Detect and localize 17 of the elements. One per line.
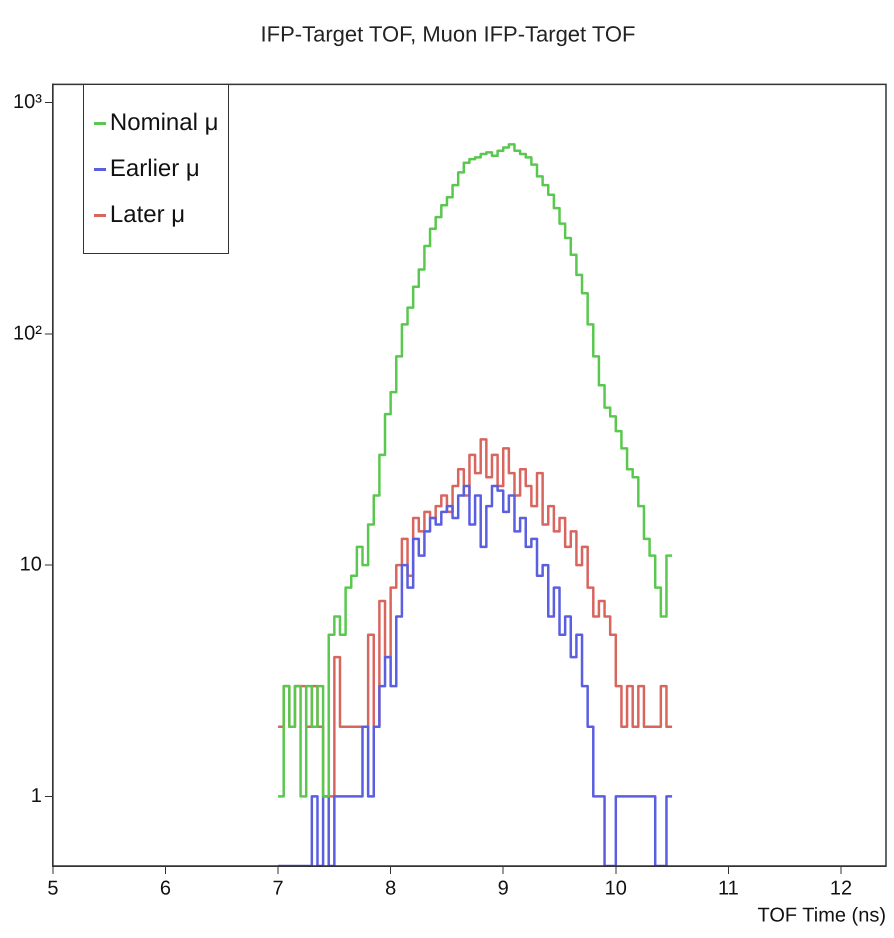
y-tick-label: 10³ xyxy=(13,91,42,114)
x-tick-label: 7 xyxy=(272,878,284,900)
x-tick-label: 12 xyxy=(830,878,852,900)
x-tick-label: 9 xyxy=(498,878,509,900)
x-axis-title: TOF Time (ns) xyxy=(757,904,886,927)
y-tick-label: 10 xyxy=(20,554,42,576)
legend-label: Nominal μ xyxy=(110,109,218,138)
y-tick-label: 1 xyxy=(30,784,42,807)
legend-label: Later μ xyxy=(110,201,186,230)
y-tick-label: 10² xyxy=(13,322,42,344)
x-tick-label: 5 xyxy=(47,878,58,900)
legend-label: Earlier μ xyxy=(110,155,200,184)
x-tick-label: 11 xyxy=(718,878,739,900)
chart-title: IFP-Target TOF, Muon IFP-Target TOF xyxy=(260,21,636,46)
x-tick-label: 6 xyxy=(160,878,172,900)
x-tick-label: 8 xyxy=(385,878,396,900)
x-tick-label: 10 xyxy=(604,878,627,900)
